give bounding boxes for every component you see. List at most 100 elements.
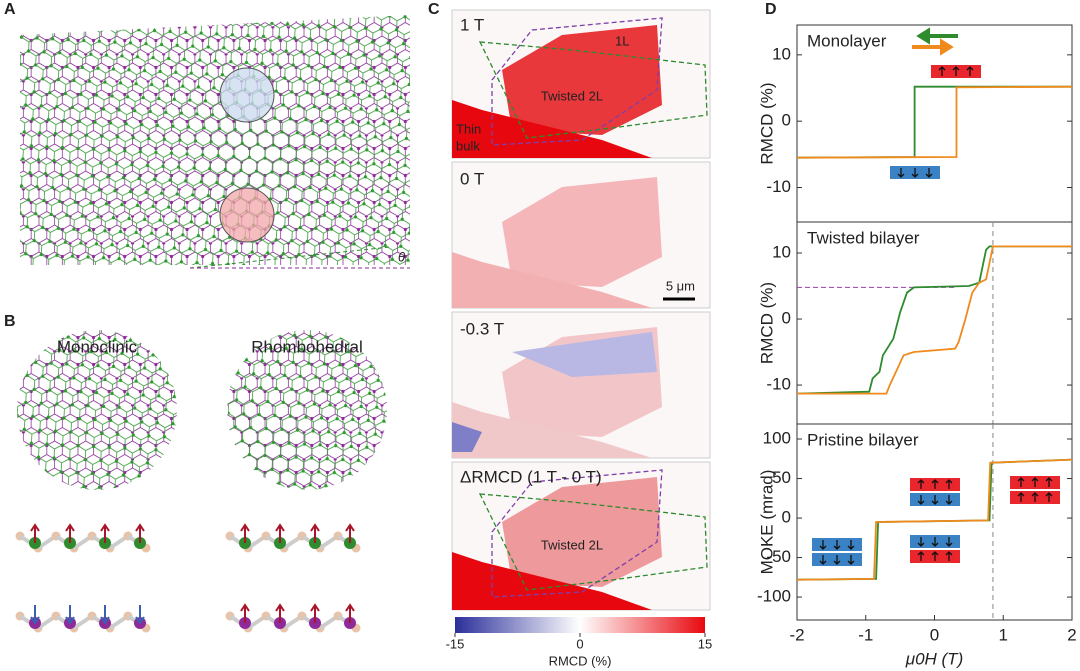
- region-circle-blue: [219, 67, 275, 123]
- label: 1: [999, 625, 1008, 644]
- spin-arrow: [925, 168, 933, 178]
- data-line: [796, 85, 1072, 159]
- label: -15: [446, 636, 465, 651]
- label: -1: [858, 625, 873, 644]
- spin-arrow: [275, 523, 285, 543]
- label: 0: [782, 508, 791, 527]
- legend-arrows: [912, 27, 958, 56]
- label: 2: [1067, 625, 1076, 644]
- label: 50: [772, 468, 791, 487]
- spin-arrow: [945, 537, 953, 547]
- lattice-rhombohedral: [227, 330, 387, 490]
- spin-arrow: [1031, 477, 1039, 487]
- bulk-region: [452, 252, 652, 308]
- data-line: [796, 458, 1073, 581]
- label: 0: [576, 636, 583, 651]
- sample-region: [502, 477, 662, 587]
- spin-arrow: [911, 168, 919, 178]
- spin-arrow: [310, 603, 320, 623]
- spin-arrow: [917, 495, 925, 505]
- label: -10: [766, 375, 791, 394]
- arrow-up-sweep: [912, 38, 954, 56]
- label: RMCD (%): [757, 282, 776, 364]
- label: Monoclinic: [57, 337, 138, 356]
- spin-arrow: [1045, 492, 1053, 502]
- spin-arrow: [931, 479, 939, 489]
- label: Twisted bilayer: [807, 228, 920, 247]
- spin-arrow: [897, 168, 905, 178]
- label: MOKE (mrad): [757, 470, 776, 575]
- label: 0 T: [460, 169, 484, 188]
- spin-arrow: [819, 555, 827, 565]
- spin-arrow: [1017, 477, 1025, 487]
- spin-arrow: [945, 551, 953, 561]
- spin-arrow: [931, 495, 939, 505]
- label: 5 μm: [666, 278, 695, 293]
- spin-arrow: [135, 523, 145, 543]
- negative-region: [512, 332, 657, 377]
- label: A: [4, 1, 16, 18]
- spin-arrow: [945, 495, 953, 505]
- label: 10: [772, 243, 791, 262]
- colorbar: [455, 617, 705, 633]
- label: 0: [782, 111, 791, 130]
- lattice-green: [228, 330, 387, 490]
- label: 100: [763, 429, 791, 448]
- label: 0: [930, 625, 939, 644]
- spin-arrow: [310, 523, 320, 543]
- label: C: [428, 1, 440, 18]
- spin-arrow: [345, 603, 355, 623]
- spin-arrow: [931, 537, 939, 547]
- spin-arrow: [30, 605, 40, 625]
- outline-2L: [478, 493, 708, 591]
- label: 1L: [615, 33, 629, 48]
- plot-frame: [796, 24, 1073, 223]
- label: RMCD (%): [757, 82, 776, 164]
- outline-1L: [491, 469, 663, 598]
- lattice-a: [20, 15, 410, 265]
- label: ΔRMCD (1 T - 0 T): [460, 467, 602, 486]
- sample-region: [502, 25, 662, 135]
- spin-arrow: [65, 605, 75, 625]
- label: μ0H (T): [905, 649, 963, 668]
- spin-arrow: [952, 66, 960, 76]
- spin-arrow: [819, 540, 827, 550]
- label: -2: [789, 625, 804, 644]
- spin-arrow: [966, 66, 974, 76]
- data-line: [796, 85, 1073, 159]
- data-line: [797, 245, 1072, 395]
- label: bulk: [456, 138, 480, 153]
- data-line: [796, 245, 1072, 395]
- label: Pristine bilayer: [807, 430, 919, 449]
- spin-arrow: [100, 605, 110, 625]
- spin-arrow: [938, 66, 946, 76]
- region-circle-red: [219, 187, 275, 243]
- spin-arrow: [1031, 492, 1039, 502]
- spin-arrow: [847, 555, 855, 565]
- spin-arrow: [345, 523, 355, 543]
- spin-arrow: [833, 540, 841, 550]
- lattice-green: [17, 330, 177, 490]
- label: 15: [698, 636, 712, 651]
- label: RMCD (%): [549, 653, 612, 668]
- spin-arrow: [931, 551, 939, 561]
- label: 10: [772, 44, 791, 63]
- spin-arrow: [65, 523, 75, 543]
- angle-line-green: [189, 246, 391, 269]
- label: Rhombohedral: [251, 337, 363, 356]
- sample-region: [502, 177, 662, 287]
- spin-arrow: [240, 603, 250, 623]
- spin-arrow: [917, 479, 925, 489]
- negative-region: [452, 422, 482, 452]
- spin-arrow: [100, 523, 110, 543]
- label: -50: [766, 547, 791, 566]
- label: D: [765, 1, 777, 18]
- label: B: [4, 313, 16, 330]
- label: 1 T: [460, 15, 484, 34]
- spin-arrow: [1045, 477, 1053, 487]
- label: Thin: [456, 121, 481, 136]
- spin-arrow: [917, 537, 925, 547]
- bulk-region: [452, 402, 652, 458]
- spin-arrow: [30, 523, 40, 543]
